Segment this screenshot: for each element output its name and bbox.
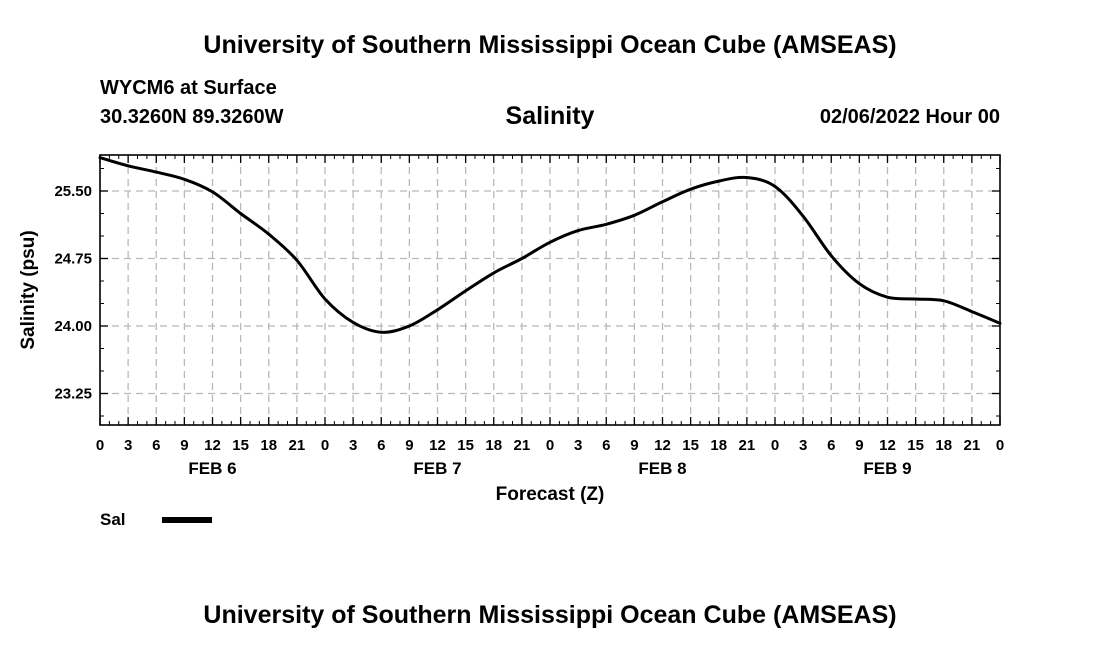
chart-title: Salinity [505, 102, 595, 130]
legend-swatch [162, 517, 212, 523]
x-tick-label: 12 [879, 437, 896, 454]
x-tick-label: 0 [321, 437, 329, 454]
x-tick-label: 15 [682, 437, 699, 454]
y-tick-label: 23.25 [54, 386, 92, 403]
x-tick-label: 6 [602, 437, 610, 454]
x-tick-label: 9 [405, 437, 413, 454]
x-tick-label: 15 [457, 437, 474, 454]
x-tick-label: 21 [739, 437, 756, 454]
x-tick-label: 9 [855, 437, 863, 454]
x-tick-label: 18 [485, 437, 502, 454]
station-label: WYCM6 at Surface [100, 77, 277, 99]
day-label: FEB 9 [863, 459, 911, 478]
x-tick-label: 0 [771, 437, 779, 454]
x-tick-label: 6 [152, 437, 160, 454]
x-tick-label: 3 [799, 437, 807, 454]
x-tick-label: 3 [574, 437, 582, 454]
x-tick-label: 6 [377, 437, 385, 454]
series-line-salinity [98, 156, 1002, 334]
x-tick-label: 3 [349, 437, 357, 454]
x-tick-label: 3 [124, 437, 132, 454]
day-label: FEB 8 [638, 459, 686, 478]
legend-label: Sal [100, 510, 126, 529]
footer-title: University of Southern Mississippi Ocean… [203, 601, 897, 629]
x-tick-label: 0 [96, 437, 104, 454]
x-tick-label: 15 [907, 437, 924, 454]
x-tick-label: 12 [204, 437, 221, 454]
x-tick-label: 18 [260, 437, 277, 454]
y-axis-title: Salinity (psu) [18, 230, 39, 349]
day-label: FEB 7 [413, 459, 461, 478]
x-tick-label: 12 [429, 437, 446, 454]
x-axis-title: Forecast (Z) [496, 484, 605, 505]
day-label: FEB 6 [188, 459, 236, 478]
x-tick-label: 9 [630, 437, 638, 454]
y-tick-label: 24.75 [54, 251, 92, 268]
x-tick-label: 18 [935, 437, 952, 454]
x-tick-label: 6 [827, 437, 835, 454]
x-tick-label: 15 [232, 437, 249, 454]
y-tick-label: 25.50 [54, 183, 92, 200]
x-tick-label: 21 [514, 437, 531, 454]
datetime-label: 02/06/2022 Hour 00 [819, 106, 1000, 128]
x-tick-label: 9 [180, 437, 188, 454]
x-tick-label: 21 [289, 437, 306, 454]
x-tick-label: 18 [710, 437, 727, 454]
y-tick-label: 24.00 [54, 318, 92, 335]
x-tick-label: 0 [996, 437, 1004, 454]
x-tick-label: 12 [654, 437, 671, 454]
page-title: University of Southern Mississippi Ocean… [203, 31, 897, 59]
plot-frame [99, 154, 1001, 426]
x-tick-label: 0 [546, 437, 554, 454]
coordinates-label: 30.3260N 89.3260W [100, 106, 284, 128]
x-tick-label: 21 [964, 437, 981, 454]
